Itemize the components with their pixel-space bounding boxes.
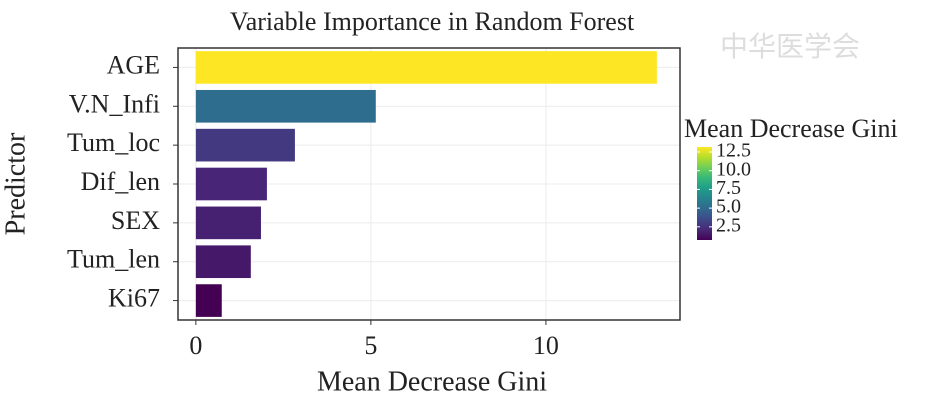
bar	[195, 245, 251, 279]
x-tick-label: 5	[364, 331, 377, 360]
watermark: 中华医学会	[720, 30, 860, 63]
bar	[195, 167, 267, 201]
x-axis-title: Mean Decrease Gini	[317, 366, 547, 397]
x-tick-label: 0	[189, 331, 202, 360]
y-tick-label: AGE	[107, 50, 160, 79]
bar	[195, 284, 222, 317]
bar	[195, 89, 376, 123]
y-tick-label: V.N_Infi	[69, 89, 160, 118]
chart-title: Variable Importance in Random Forest	[230, 7, 635, 36]
colorbar-tick-label: 5.0	[716, 196, 741, 218]
y-tick-label: Tum_loc	[67, 128, 160, 157]
y-tick-label: Tum_len	[67, 245, 160, 274]
y-tick-label: Ki67	[108, 284, 160, 313]
colorbar-tick-label: 7.5	[716, 177, 741, 199]
x-tick-label: 10	[533, 331, 559, 360]
colorbar-tick-label: 10.0	[716, 158, 751, 180]
y-tick-label: Dif_len	[81, 167, 160, 196]
colorbar	[697, 147, 712, 240]
y-tick-label: SEX	[111, 206, 160, 235]
legend-title: Mean Decrease Gini	[684, 114, 898, 143]
colorbar-tick-label: 12.5	[716, 140, 751, 162]
y-axis-title: Predictor	[0, 132, 31, 235]
colorbar-tick-label: 2.5	[716, 214, 741, 236]
bar	[195, 206, 261, 240]
plot-border	[177, 47, 681, 321]
bar	[195, 51, 657, 84]
bar	[195, 128, 295, 162]
